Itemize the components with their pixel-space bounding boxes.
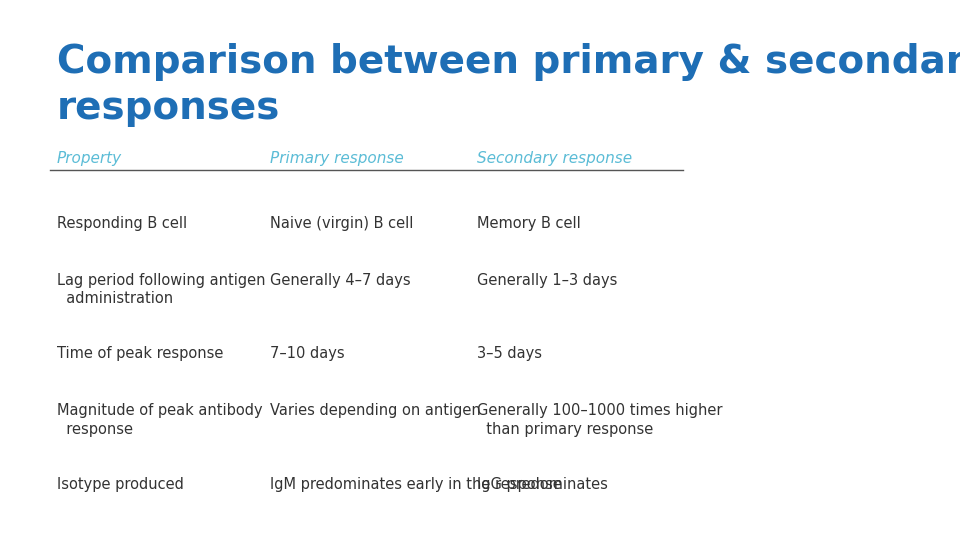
Text: Responding B cell: Responding B cell xyxy=(57,216,187,231)
Text: Lag period following antigen
  administration: Lag period following antigen administrat… xyxy=(57,273,265,306)
Text: Varies depending on antigen: Varies depending on antigen xyxy=(271,403,481,418)
Text: 3–5 days: 3–5 days xyxy=(476,347,541,361)
Text: Generally 100–1000 times higher
  than primary response: Generally 100–1000 times higher than pri… xyxy=(476,403,722,437)
Text: Isotype produced: Isotype produced xyxy=(57,477,183,492)
Text: Generally 4–7 days: Generally 4–7 days xyxy=(271,273,411,288)
Text: Primary response: Primary response xyxy=(271,151,404,166)
Text: Naive (virgin) B cell: Naive (virgin) B cell xyxy=(271,216,414,231)
Text: Memory B cell: Memory B cell xyxy=(476,216,580,231)
Text: IgM predominates early in the response: IgM predominates early in the response xyxy=(271,477,562,492)
Text: IgG predominates: IgG predominates xyxy=(476,477,608,492)
Text: Time of peak response: Time of peak response xyxy=(57,347,224,361)
Text: Comparison between primary & secondary
responses: Comparison between primary & secondary r… xyxy=(57,43,960,127)
Text: Secondary response: Secondary response xyxy=(476,151,632,166)
Text: Generally 1–3 days: Generally 1–3 days xyxy=(476,273,617,288)
Text: 7–10 days: 7–10 days xyxy=(271,347,345,361)
Text: Property: Property xyxy=(57,151,122,166)
Text: Magnitude of peak antibody
  response: Magnitude of peak antibody response xyxy=(57,403,262,437)
